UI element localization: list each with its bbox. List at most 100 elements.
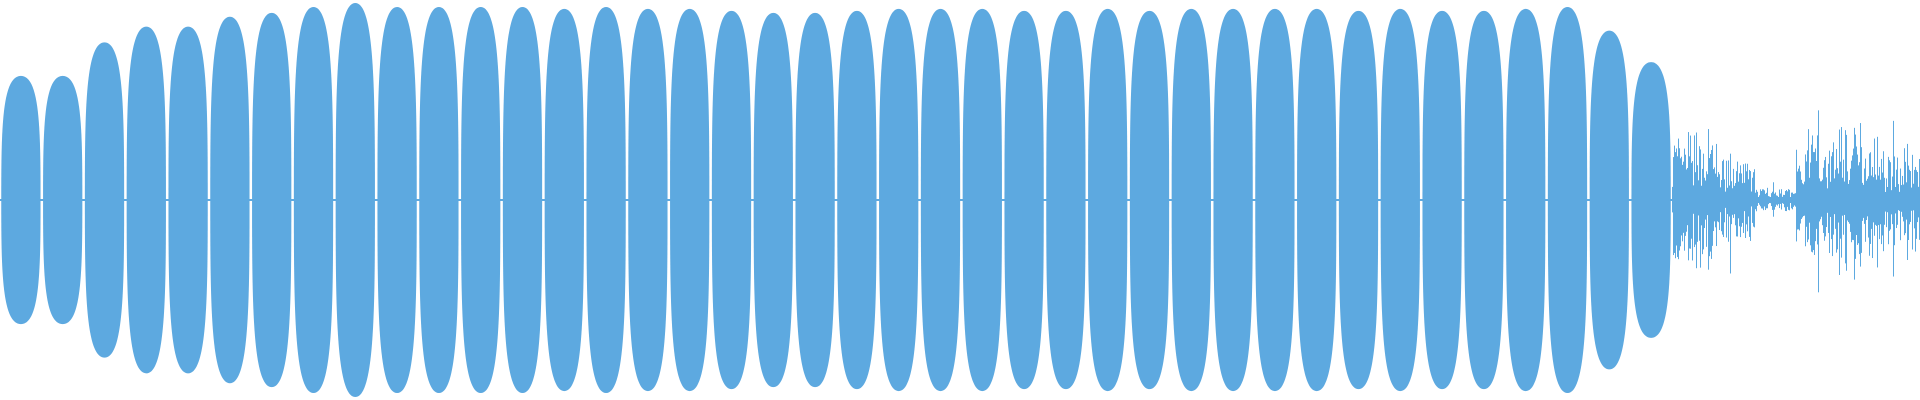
noise-spike — [1897, 157, 1898, 225]
noise-spike — [1757, 191, 1758, 206]
noise-spike — [1870, 152, 1871, 244]
waveform-lobe — [1338, 10, 1379, 390]
noise-spike — [1842, 177, 1843, 216]
noise-spike — [1753, 172, 1754, 227]
noise-spike — [1756, 189, 1757, 212]
noise-spike — [1815, 148, 1816, 242]
noise-spike — [1802, 183, 1803, 218]
noise-spike — [1848, 183, 1849, 223]
waveform-lobe — [43, 75, 83, 325]
waveform-lobe — [1255, 8, 1295, 392]
noise-spike — [1917, 171, 1918, 223]
noise-spike — [1695, 172, 1696, 245]
noise-spike — [1800, 171, 1801, 224]
waveform-lobe — [544, 8, 584, 392]
waveform-lobe — [1589, 30, 1629, 370]
noise-spike — [1879, 166, 1880, 240]
waveform-lobe — [1380, 8, 1420, 392]
noise-spike — [1824, 160, 1825, 241]
noise-spike — [1718, 172, 1719, 223]
noise-spike — [1683, 161, 1684, 233]
waveform-lobe — [1213, 8, 1253, 392]
noise-spike — [1812, 135, 1813, 253]
noise-spike — [1716, 143, 1717, 247]
noise-spike — [1777, 195, 1778, 206]
noise-spike — [1727, 187, 1728, 215]
noise-spike — [1883, 151, 1884, 252]
noise-spike — [1913, 183, 1914, 211]
noise-spike — [1778, 197, 1779, 205]
noise-spike — [1857, 154, 1858, 245]
noise-spike — [1783, 194, 1784, 204]
noise-spike — [1880, 179, 1881, 225]
noise-spike — [1779, 189, 1780, 209]
noise-spike — [1865, 158, 1866, 242]
noise-spike — [1827, 188, 1828, 213]
noise-spike — [1760, 189, 1761, 207]
waveform-lobe — [1, 75, 41, 325]
waveform-lobe — [1547, 6, 1588, 394]
noise-spike — [1676, 148, 1677, 246]
waveform-lobe — [502, 6, 543, 394]
noise-spike — [1891, 190, 1892, 215]
noise-spike — [1850, 168, 1851, 232]
noise-spike — [1759, 195, 1760, 205]
noise-spike — [1732, 188, 1733, 215]
noise-spike — [1705, 180, 1706, 220]
noise-spike — [1734, 185, 1735, 215]
noise-spike — [1803, 184, 1804, 217]
noise-spike — [1782, 196, 1783, 204]
noise-spike — [1690, 135, 1691, 249]
noise-spike — [1886, 178, 1887, 228]
noise-spike — [1698, 180, 1699, 216]
waveform-lobe — [1631, 62, 1671, 338]
noise-spike — [1745, 163, 1746, 238]
noise-spike — [1761, 190, 1762, 209]
noise-spike — [1797, 171, 1798, 230]
noise-spike — [1808, 129, 1809, 240]
noise-spike — [1752, 177, 1753, 223]
noise-spike — [1741, 173, 1742, 227]
noise-spike — [1739, 173, 1740, 227]
noise-spike — [1893, 120, 1894, 277]
noise-spike — [1890, 162, 1891, 230]
waveform-lobe — [1506, 8, 1546, 392]
noise-spike — [1882, 172, 1883, 236]
noise-spike — [1819, 178, 1820, 222]
noise-spike — [1895, 186, 1896, 214]
noise-spike — [1693, 185, 1694, 214]
noise-spike — [1706, 171, 1707, 247]
noise-spike — [1874, 138, 1875, 236]
noise-spike — [1822, 179, 1823, 226]
noise-spike — [1704, 177, 1705, 229]
noise-spike — [1875, 174, 1876, 225]
noise-spike — [1751, 191, 1752, 207]
noise-spike — [1898, 184, 1899, 211]
noise-spike — [1720, 187, 1721, 213]
noise-spike — [1680, 158, 1681, 247]
noise-spike — [1780, 193, 1781, 204]
noise-spike — [1775, 192, 1776, 207]
waveform-lobe — [1129, 10, 1170, 390]
noise-spike — [1714, 167, 1715, 222]
waveform-lobe — [1004, 10, 1044, 390]
noise-spike — [1899, 191, 1900, 211]
noise-spike — [1843, 159, 1844, 235]
noise-spike — [1749, 169, 1750, 237]
noise-spike — [1849, 180, 1850, 224]
noise-spike — [1916, 170, 1917, 239]
noise-spike — [1896, 169, 1897, 229]
noise-spike — [1766, 192, 1767, 209]
noise-spike — [1854, 127, 1855, 280]
noise-spike — [1765, 193, 1766, 211]
noise-spike — [1807, 150, 1808, 243]
noise-spike — [1889, 160, 1890, 231]
noise-spike — [1769, 196, 1770, 203]
waveform-lobe — [1046, 10, 1086, 390]
noise-spike — [1724, 179, 1725, 223]
noise-spike — [1791, 192, 1792, 209]
noise-spike — [1830, 181, 1831, 217]
waveform-lobe — [252, 12, 292, 388]
noise-spike — [1672, 186, 1673, 213]
noise-spike — [1689, 156, 1690, 249]
